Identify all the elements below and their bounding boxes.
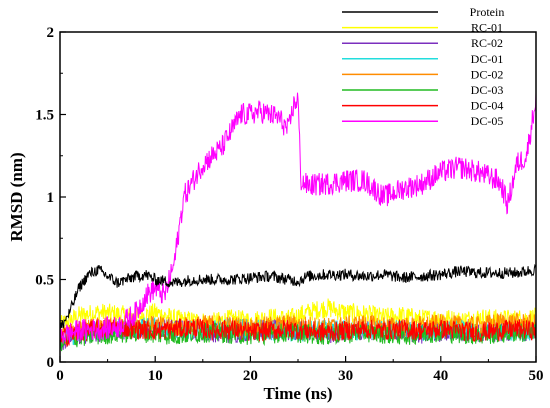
series-layer: [59, 92, 537, 352]
x-tick-label: 40: [433, 368, 448, 384]
legend-label-rc-01: RC-01: [471, 21, 503, 35]
y-axis-title: RMSD (nm): [7, 152, 26, 241]
legend-label-dc-03: DC-03: [471, 83, 504, 97]
y-tick-label: 1.5: [35, 108, 54, 124]
series-line-dc-04: [59, 318, 537, 348]
y-tick-label: 2: [47, 25, 55, 41]
x-tick-label: 30: [338, 368, 353, 384]
series-line-dc-05: [59, 92, 537, 344]
series-line-protein: [59, 263, 537, 329]
legend-label-dc-04: DC-04: [471, 99, 504, 113]
x-axis-title: Time (ns): [263, 384, 332, 403]
y-tick-label: 1: [47, 190, 55, 206]
legend-label-dc-05: DC-05: [471, 114, 504, 128]
legend-label-rc-02: RC-02: [471, 36, 503, 50]
legend-label-dc-01: DC-01: [471, 52, 504, 66]
y-tick-label: 0: [47, 355, 55, 371]
legend-label-dc-02: DC-02: [471, 67, 504, 81]
x-tick-label: 0: [56, 368, 64, 384]
x-tick-label: 20: [243, 368, 258, 384]
y-tick-label: 0.5: [35, 273, 54, 289]
ticks-layer: 0 10 20 30 40 50 0 0.5 1 1.5 2: [35, 25, 543, 384]
legend-label-protein: Protein: [470, 5, 505, 19]
series-line-dc-02: [59, 312, 537, 348]
x-tick-label: 10: [148, 368, 163, 384]
x-tick-label: 50: [529, 368, 544, 384]
